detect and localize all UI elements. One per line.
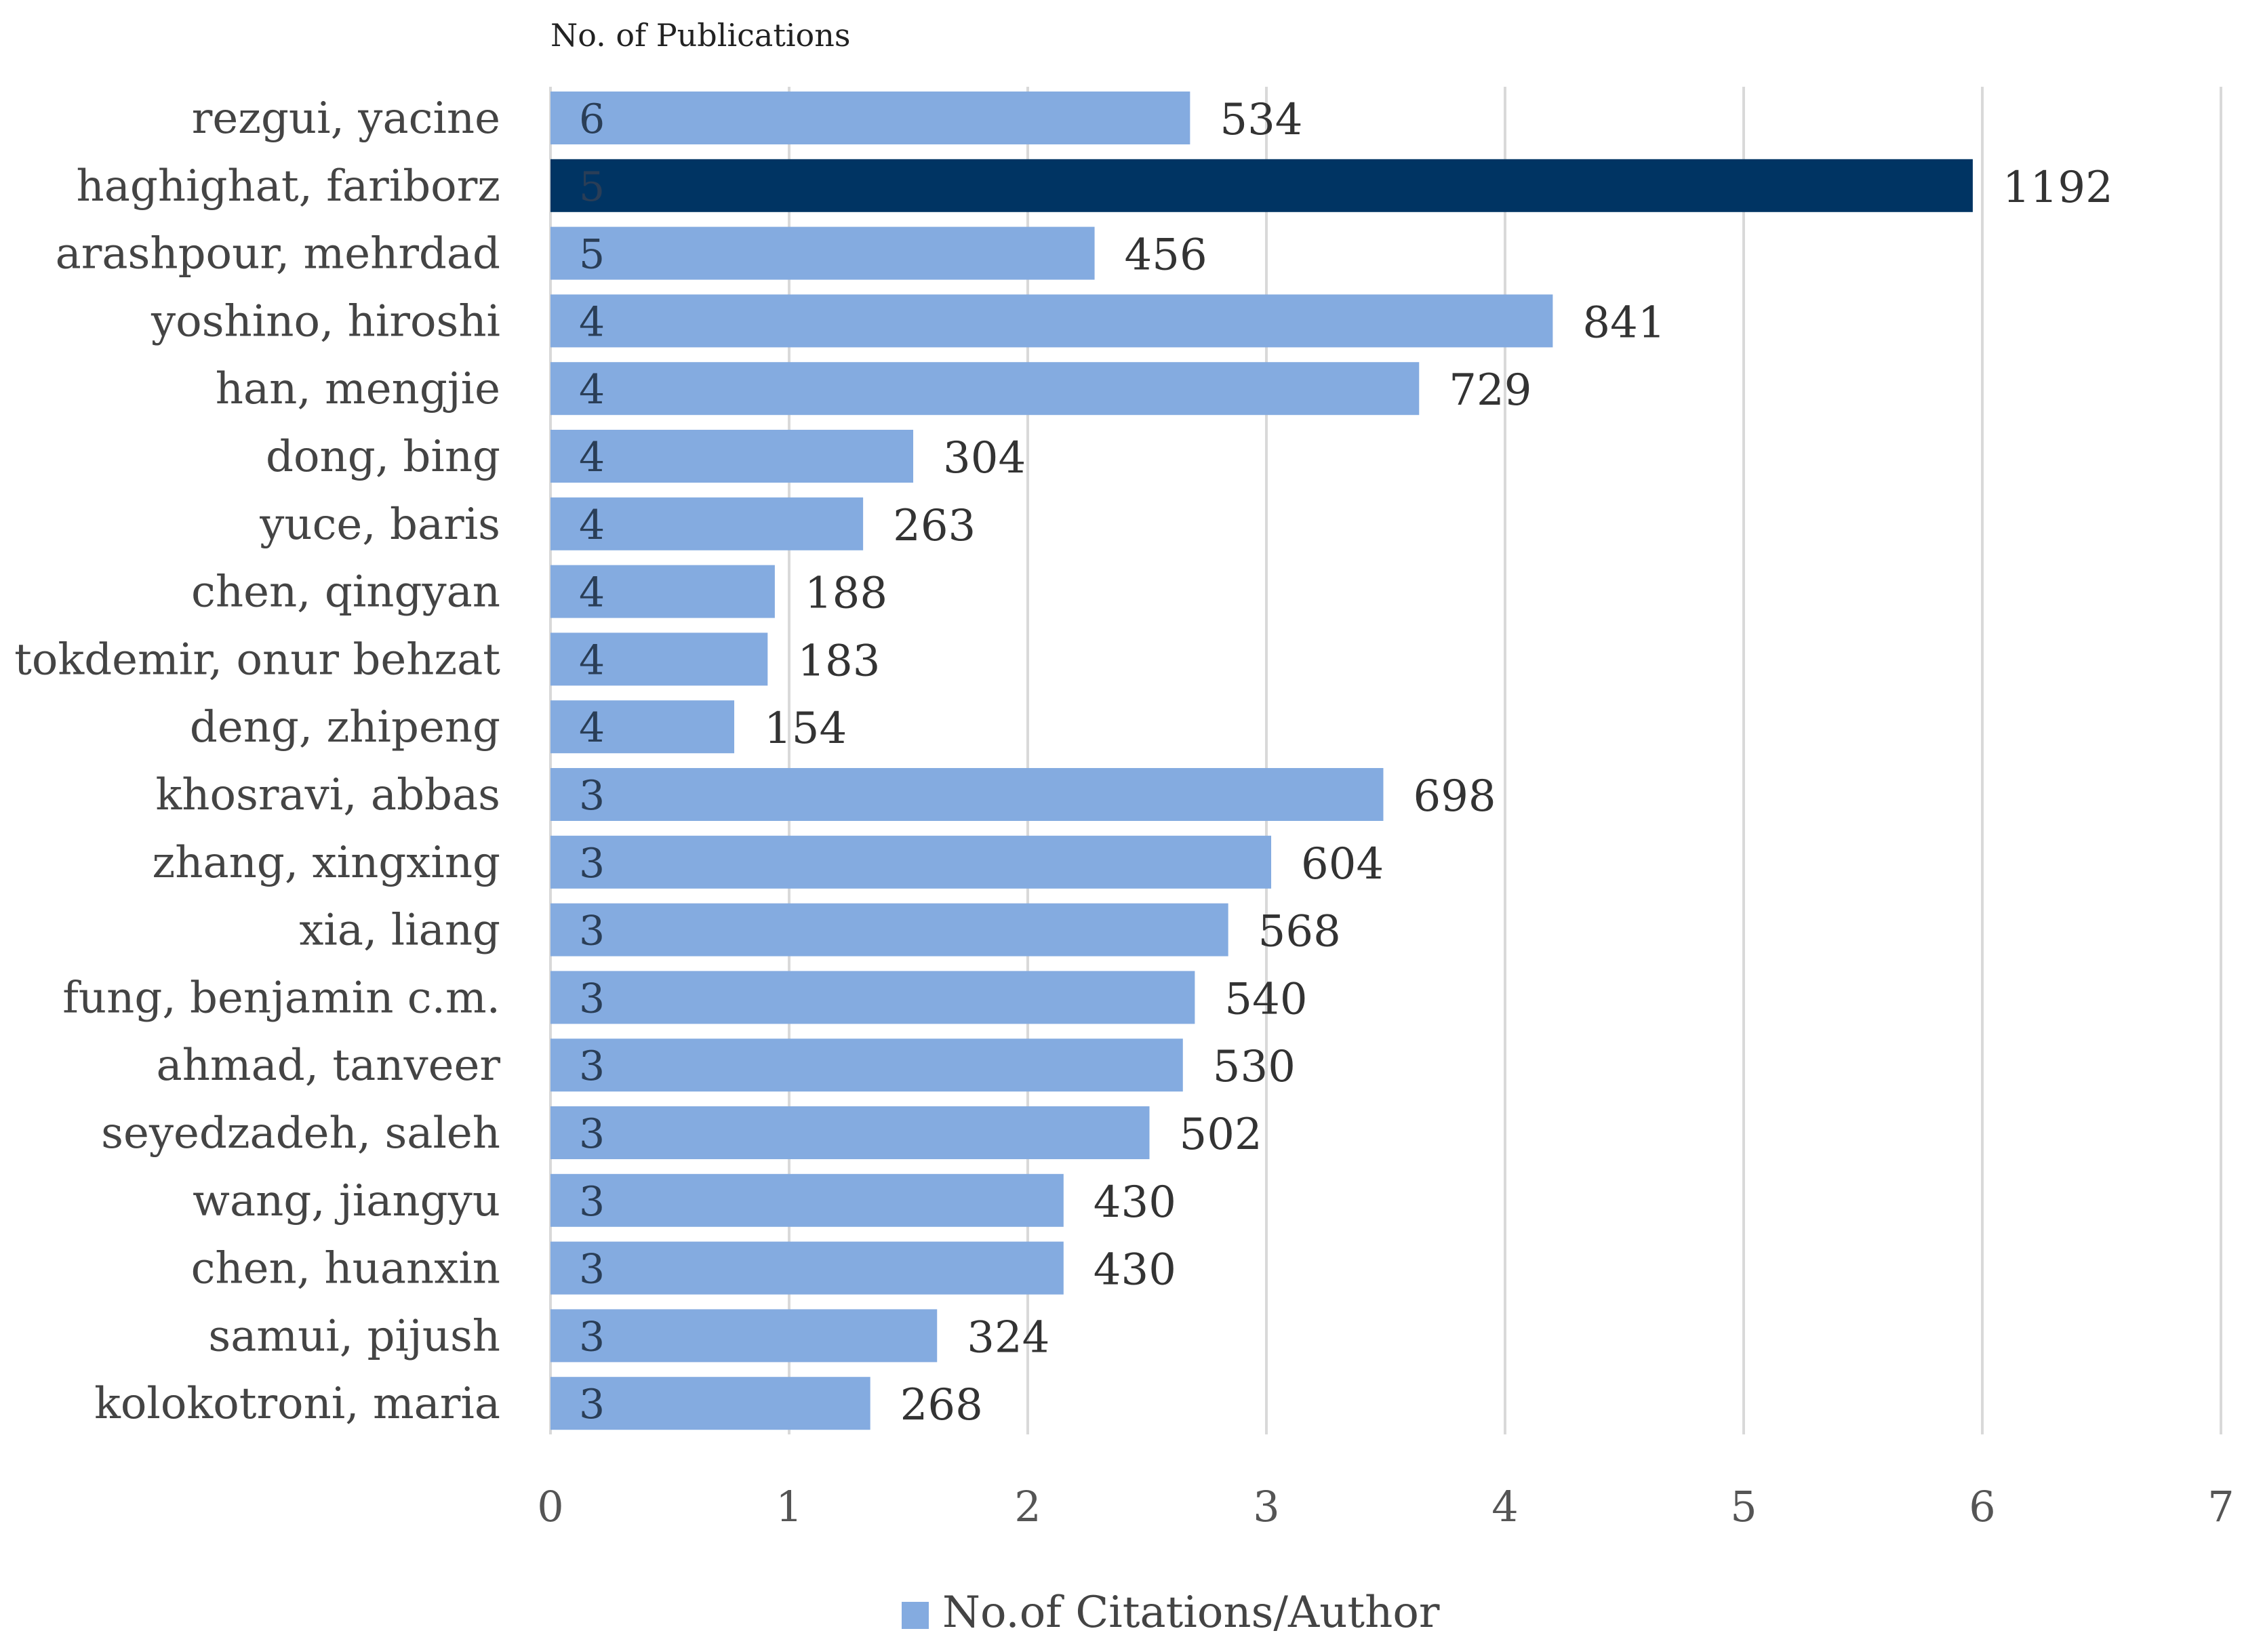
bar (550, 700, 735, 754)
publication-count-label: 4 (579, 366, 605, 414)
category-label: han, mengjie (216, 364, 500, 414)
publication-count-label: 3 (579, 908, 605, 955)
citation-value-label: 268 (900, 1380, 983, 1430)
category-label: zhang, xingxing (153, 838, 500, 888)
bar (550, 1173, 1064, 1227)
category-label: haghighat, fariborz (77, 161, 501, 211)
publication-count-label: 4 (579, 704, 605, 752)
x-tick-label: 0 (537, 1482, 563, 1531)
bar (550, 362, 1420, 416)
citation-value-label: 540 (1224, 974, 1307, 1024)
citation-value-label: 698 (1413, 771, 1496, 822)
category-label: tokdemir, onur behzat (14, 634, 500, 685)
bar (550, 92, 1190, 144)
bar (550, 632, 768, 686)
category-label: arashpour, mehrdad (56, 229, 500, 279)
category-label: khosravi, abbas (155, 770, 500, 820)
publication-count-label: 3 (579, 975, 605, 1022)
bar (550, 903, 1228, 956)
citation-value-label: 1192 (2003, 163, 2113, 213)
category-label: rezgui, yacine (192, 94, 500, 144)
citation-value-label: 263 (893, 501, 976, 551)
category-label: kolokotroni, maria (94, 1379, 500, 1429)
citation-value-label: 502 (1180, 1110, 1262, 1160)
citation-value-label: 188 (805, 569, 887, 619)
category-labels: rezgui, yacine haghighat, fariborz arashpo… (14, 94, 500, 1429)
publication-count-label: 4 (579, 298, 605, 346)
publication-count-label: 3 (579, 1381, 605, 1428)
citation-value-label: 530 (1213, 1042, 1296, 1092)
bar (550, 768, 1384, 821)
category-label: chen, qingyan (191, 567, 500, 618)
category-label: ahmad, tanveer (157, 1041, 501, 1091)
publication-count-label: 3 (579, 772, 605, 820)
category-label: xia, liang (299, 906, 500, 956)
category-label: fung, benjamin c.m. (62, 973, 500, 1023)
x-tick-label: 3 (1253, 1482, 1279, 1531)
bar (550, 497, 864, 550)
publication-count-label: 6 (579, 96, 605, 143)
category-label: deng, zhipeng (190, 702, 500, 752)
category-label: yuce, baris (259, 500, 500, 550)
citation-value-label: 456 (1125, 230, 1207, 281)
x-tick-label: 4 (1491, 1482, 1518, 1531)
publication-count-label: 4 (579, 569, 605, 617)
x-tick-label: 1 (776, 1482, 802, 1531)
legend-swatch (902, 1602, 929, 1629)
x-tick-label: 6 (1969, 1482, 1995, 1531)
bar (550, 835, 1272, 889)
legend-label: No.of Citations/Author (942, 1588, 1440, 1638)
citation-value-label: 183 (797, 636, 880, 686)
x-tick-label: 7 (2207, 1482, 2234, 1531)
publication-count-label: 4 (579, 502, 605, 549)
publication-count-label: 3 (579, 1178, 605, 1226)
citation-value-label: 604 (1301, 839, 1384, 889)
grid (549, 87, 2222, 1434)
category-label: yoshino, hiroshi (151, 296, 500, 346)
bar (550, 1241, 1064, 1295)
category-label: seyedzadeh, saleh (101, 1108, 500, 1159)
citation-value-label: 729 (1449, 365, 1531, 416)
publication-count-label: 3 (579, 1246, 605, 1293)
citation-value-label: 841 (1582, 298, 1665, 348)
citation-value-label: 304 (943, 433, 1026, 483)
bar (550, 226, 1095, 280)
category-label: samui, pijush (208, 1311, 500, 1361)
bar (550, 294, 1553, 348)
bar (550, 1377, 870, 1430)
bar (550, 159, 1973, 212)
citation-value-label: 154 (764, 704, 847, 754)
citation-value-label: 430 (1094, 1177, 1176, 1228)
bar (550, 430, 914, 483)
publication-count-label: 3 (579, 1110, 605, 1158)
bar (550, 1309, 938, 1363)
publication-count-label: 5 (579, 163, 605, 211)
publication-count-label: 5 (579, 231, 605, 279)
publication-count-label: 4 (579, 434, 605, 481)
category-label: dong, bing (266, 432, 500, 482)
category-label: wang, jiangyu (193, 1176, 500, 1226)
publication-count-label: 3 (579, 1043, 605, 1090)
citation-value-label: 430 (1094, 1245, 1176, 1295)
x-axis-ticks: 0 1 2 3 4 5 6 7 (537, 1482, 2234, 1531)
x-tick-label: 5 (1730, 1482, 1757, 1531)
bar (550, 565, 775, 618)
publication-count-label: 3 (579, 1313, 605, 1361)
citation-value-label: 568 (1258, 907, 1341, 957)
publication-count-label: 3 (579, 840, 605, 887)
header-label: No. of Publications (550, 17, 850, 54)
category-label: chen, huanxin (191, 1244, 500, 1294)
x-tick-label: 2 (1014, 1482, 1041, 1531)
bar (550, 971, 1195, 1024)
bar (550, 1106, 1150, 1159)
citation-value-label: 324 (967, 1312, 1049, 1363)
publication-count-label: 4 (579, 637, 605, 684)
legend: No.of Citations/Author (902, 1588, 1440, 1638)
bar (550, 1039, 1183, 1092)
citation-value-label: 534 (1220, 95, 1302, 145)
